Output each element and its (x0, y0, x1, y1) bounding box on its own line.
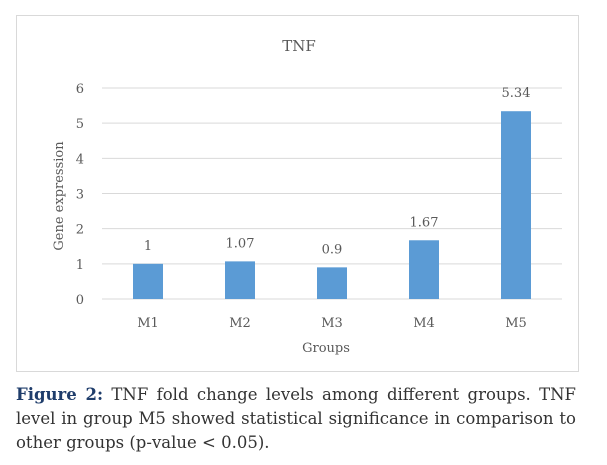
bars (133, 111, 531, 300)
data-labels: 1 1.07 0.9 1.67 5.34 (144, 86, 531, 257)
x-tick-label: M2 (229, 316, 251, 331)
x-tick-label: M3 (321, 316, 343, 331)
y-tick-label: 2 (76, 223, 84, 238)
bar-m5 (501, 111, 531, 300)
x-axis-label: Groups (302, 341, 350, 356)
gridlines (102, 87, 562, 300)
y-tick-label: 6 (76, 82, 84, 97)
chart-title: TNF (282, 37, 316, 55)
data-label: 5.34 (502, 86, 531, 101)
y-tick-label: 4 (76, 152, 84, 167)
y-tick-labels: 0 1 2 3 4 5 6 (76, 82, 84, 308)
bar-m4 (409, 240, 439, 299)
caption-text: TNF fold change levels among different g… (16, 385, 577, 452)
data-label: 1 (144, 239, 152, 254)
y-tick-label: 5 (76, 117, 84, 132)
y-tick-label: 3 (76, 188, 84, 203)
bar-m1 (133, 263, 163, 299)
x-tick-label: M1 (137, 316, 159, 331)
data-label: 0.9 (322, 242, 343, 257)
x-tick-labels: M1 M2 M3 M4 M5 (137, 316, 527, 331)
y-tick-label: 1 (76, 258, 84, 273)
bar-m2 (225, 261, 255, 299)
caption-label: Figure 2: (16, 385, 104, 404)
data-label: 1.67 (410, 215, 439, 230)
y-axis-label: Gene expression (52, 141, 67, 251)
figure-caption: Figure 2: TNF fold change levels among d… (16, 383, 576, 455)
y-tick-label: 0 (76, 293, 84, 308)
x-tick-label: M5 (505, 316, 527, 331)
bar-m3 (317, 267, 347, 299)
data-label: 1.07 (226, 236, 255, 251)
x-tick-label: M4 (413, 316, 435, 331)
